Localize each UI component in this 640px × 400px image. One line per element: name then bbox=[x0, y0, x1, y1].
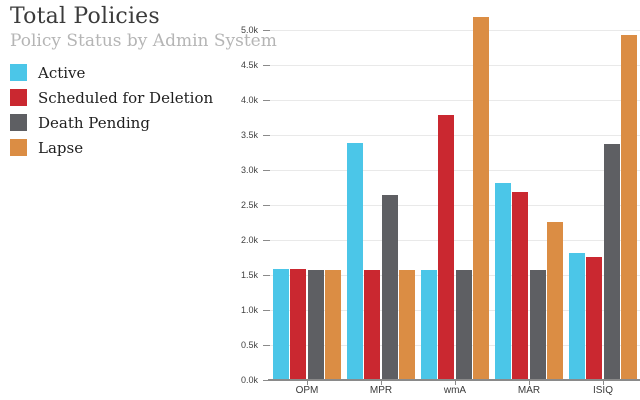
legend: Active Scheduled for Deletion Death Pendin… bbox=[10, 64, 213, 164]
legend-label: Lapse bbox=[38, 138, 84, 157]
y-axis-tick bbox=[263, 309, 270, 311]
bar-wmA-lapse[interactable] bbox=[473, 16, 490, 380]
legend-label: Active bbox=[38, 63, 86, 82]
y-axis-tick bbox=[263, 99, 270, 101]
bar-MPR-lapse[interactable] bbox=[399, 270, 416, 380]
bar-MAR-lapse[interactable] bbox=[547, 221, 564, 380]
y-axis-tick bbox=[263, 239, 270, 241]
gridline bbox=[270, 344, 640, 346]
gridline bbox=[270, 99, 640, 101]
bar-ISIQ-lapse[interactable] bbox=[621, 34, 638, 380]
y-axis-label: 0.0k bbox=[240, 374, 258, 385]
bar-MPR-death-pending[interactable] bbox=[381, 195, 398, 380]
legend-swatch bbox=[10, 89, 27, 106]
bar-OPM-lapse[interactable] bbox=[325, 270, 342, 380]
gridline bbox=[270, 274, 640, 276]
bar-wmA-scheduled-for-deletion[interactable] bbox=[438, 114, 455, 380]
y-axis-label: 3.0k bbox=[240, 164, 258, 175]
x-axis-tick bbox=[381, 380, 382, 385]
y-axis-tick bbox=[263, 64, 270, 66]
x-axis-tick bbox=[455, 380, 456, 385]
y-axis-label: 3.5k bbox=[240, 129, 258, 140]
bar-wmA-active[interactable] bbox=[420, 270, 437, 380]
legend-label: Scheduled for Deletion bbox=[38, 88, 214, 107]
x-axis-label-ISIQ: ISIQ bbox=[592, 385, 613, 396]
y-axis-tick bbox=[263, 344, 270, 346]
bar-MAR-death-pending[interactable] bbox=[529, 270, 546, 380]
page-title: Total Policies bbox=[10, 4, 160, 29]
bar-OPM-scheduled-for-deletion[interactable] bbox=[290, 269, 307, 380]
y-axis-tick bbox=[263, 134, 270, 136]
bar-ISIQ-scheduled-for-deletion[interactable] bbox=[586, 256, 603, 380]
x-axis-label-MAR: MAR bbox=[517, 385, 541, 396]
x-axis-baseline bbox=[268, 379, 640, 381]
legend-item-scheduled-for-deletion[interactable]: Scheduled for Deletion bbox=[10, 88, 214, 107]
legend-swatch bbox=[10, 64, 27, 81]
x-axis-tick bbox=[307, 380, 308, 385]
bar-ISIQ-death-pending[interactable] bbox=[603, 144, 620, 380]
y-axis-label: 4.5k bbox=[240, 59, 258, 70]
legend-label: Death Pending bbox=[38, 113, 150, 132]
gridline bbox=[270, 239, 640, 241]
gridline bbox=[270, 204, 640, 206]
y-axis-label: 2.0k bbox=[240, 234, 258, 245]
bar-MPR-scheduled-for-deletion[interactable] bbox=[364, 270, 381, 380]
legend-swatch bbox=[10, 114, 27, 131]
bar-wmA-death-pending[interactable] bbox=[455, 270, 472, 380]
y-axis-label: 5.0k bbox=[240, 24, 258, 35]
bar-OPM-death-pending[interactable] bbox=[307, 270, 324, 380]
legend-item-death-pending[interactable]: Death Pending bbox=[10, 113, 213, 132]
y-axis-tick bbox=[263, 274, 270, 276]
bar-MAR-active[interactable] bbox=[494, 182, 511, 380]
y-axis-tick bbox=[263, 379, 270, 381]
x-axis-label-wmA: wmA bbox=[443, 385, 467, 396]
legend-item-active[interactable]: Active bbox=[10, 63, 213, 82]
y-axis-label: 0.5k bbox=[240, 339, 258, 350]
bar-MAR-scheduled-for-deletion[interactable] bbox=[512, 191, 529, 380]
bar-MPR-active[interactable] bbox=[346, 142, 363, 380]
y-axis-label: 4.0k bbox=[240, 94, 258, 105]
y-axis-label: 1.0k bbox=[240, 304, 258, 315]
legend-swatch bbox=[10, 139, 27, 156]
y-axis-tick bbox=[263, 29, 270, 31]
bar-OPM-active[interactable] bbox=[272, 269, 289, 380]
y-axis-tick bbox=[263, 169, 270, 171]
y-axis-tick bbox=[263, 204, 270, 206]
bar-ISIQ-active[interactable] bbox=[568, 253, 585, 380]
page-subtitle: Policy Status by Admin System bbox=[10, 31, 277, 51]
gridline bbox=[270, 309, 640, 311]
gridline bbox=[270, 29, 640, 31]
x-axis-label-OPM: OPM bbox=[295, 385, 319, 396]
x-axis-tick bbox=[603, 380, 604, 385]
y-axis-label: 2.5k bbox=[240, 199, 258, 210]
y-axis-label: 1.5k bbox=[240, 269, 258, 280]
x-axis-tick bbox=[529, 380, 530, 385]
gridline bbox=[270, 64, 640, 66]
gridline bbox=[270, 134, 640, 136]
gridline bbox=[270, 169, 640, 171]
legend-item-lapse[interactable]: Lapse bbox=[10, 138, 213, 157]
x-axis-label-MPR: MPR bbox=[369, 385, 393, 396]
